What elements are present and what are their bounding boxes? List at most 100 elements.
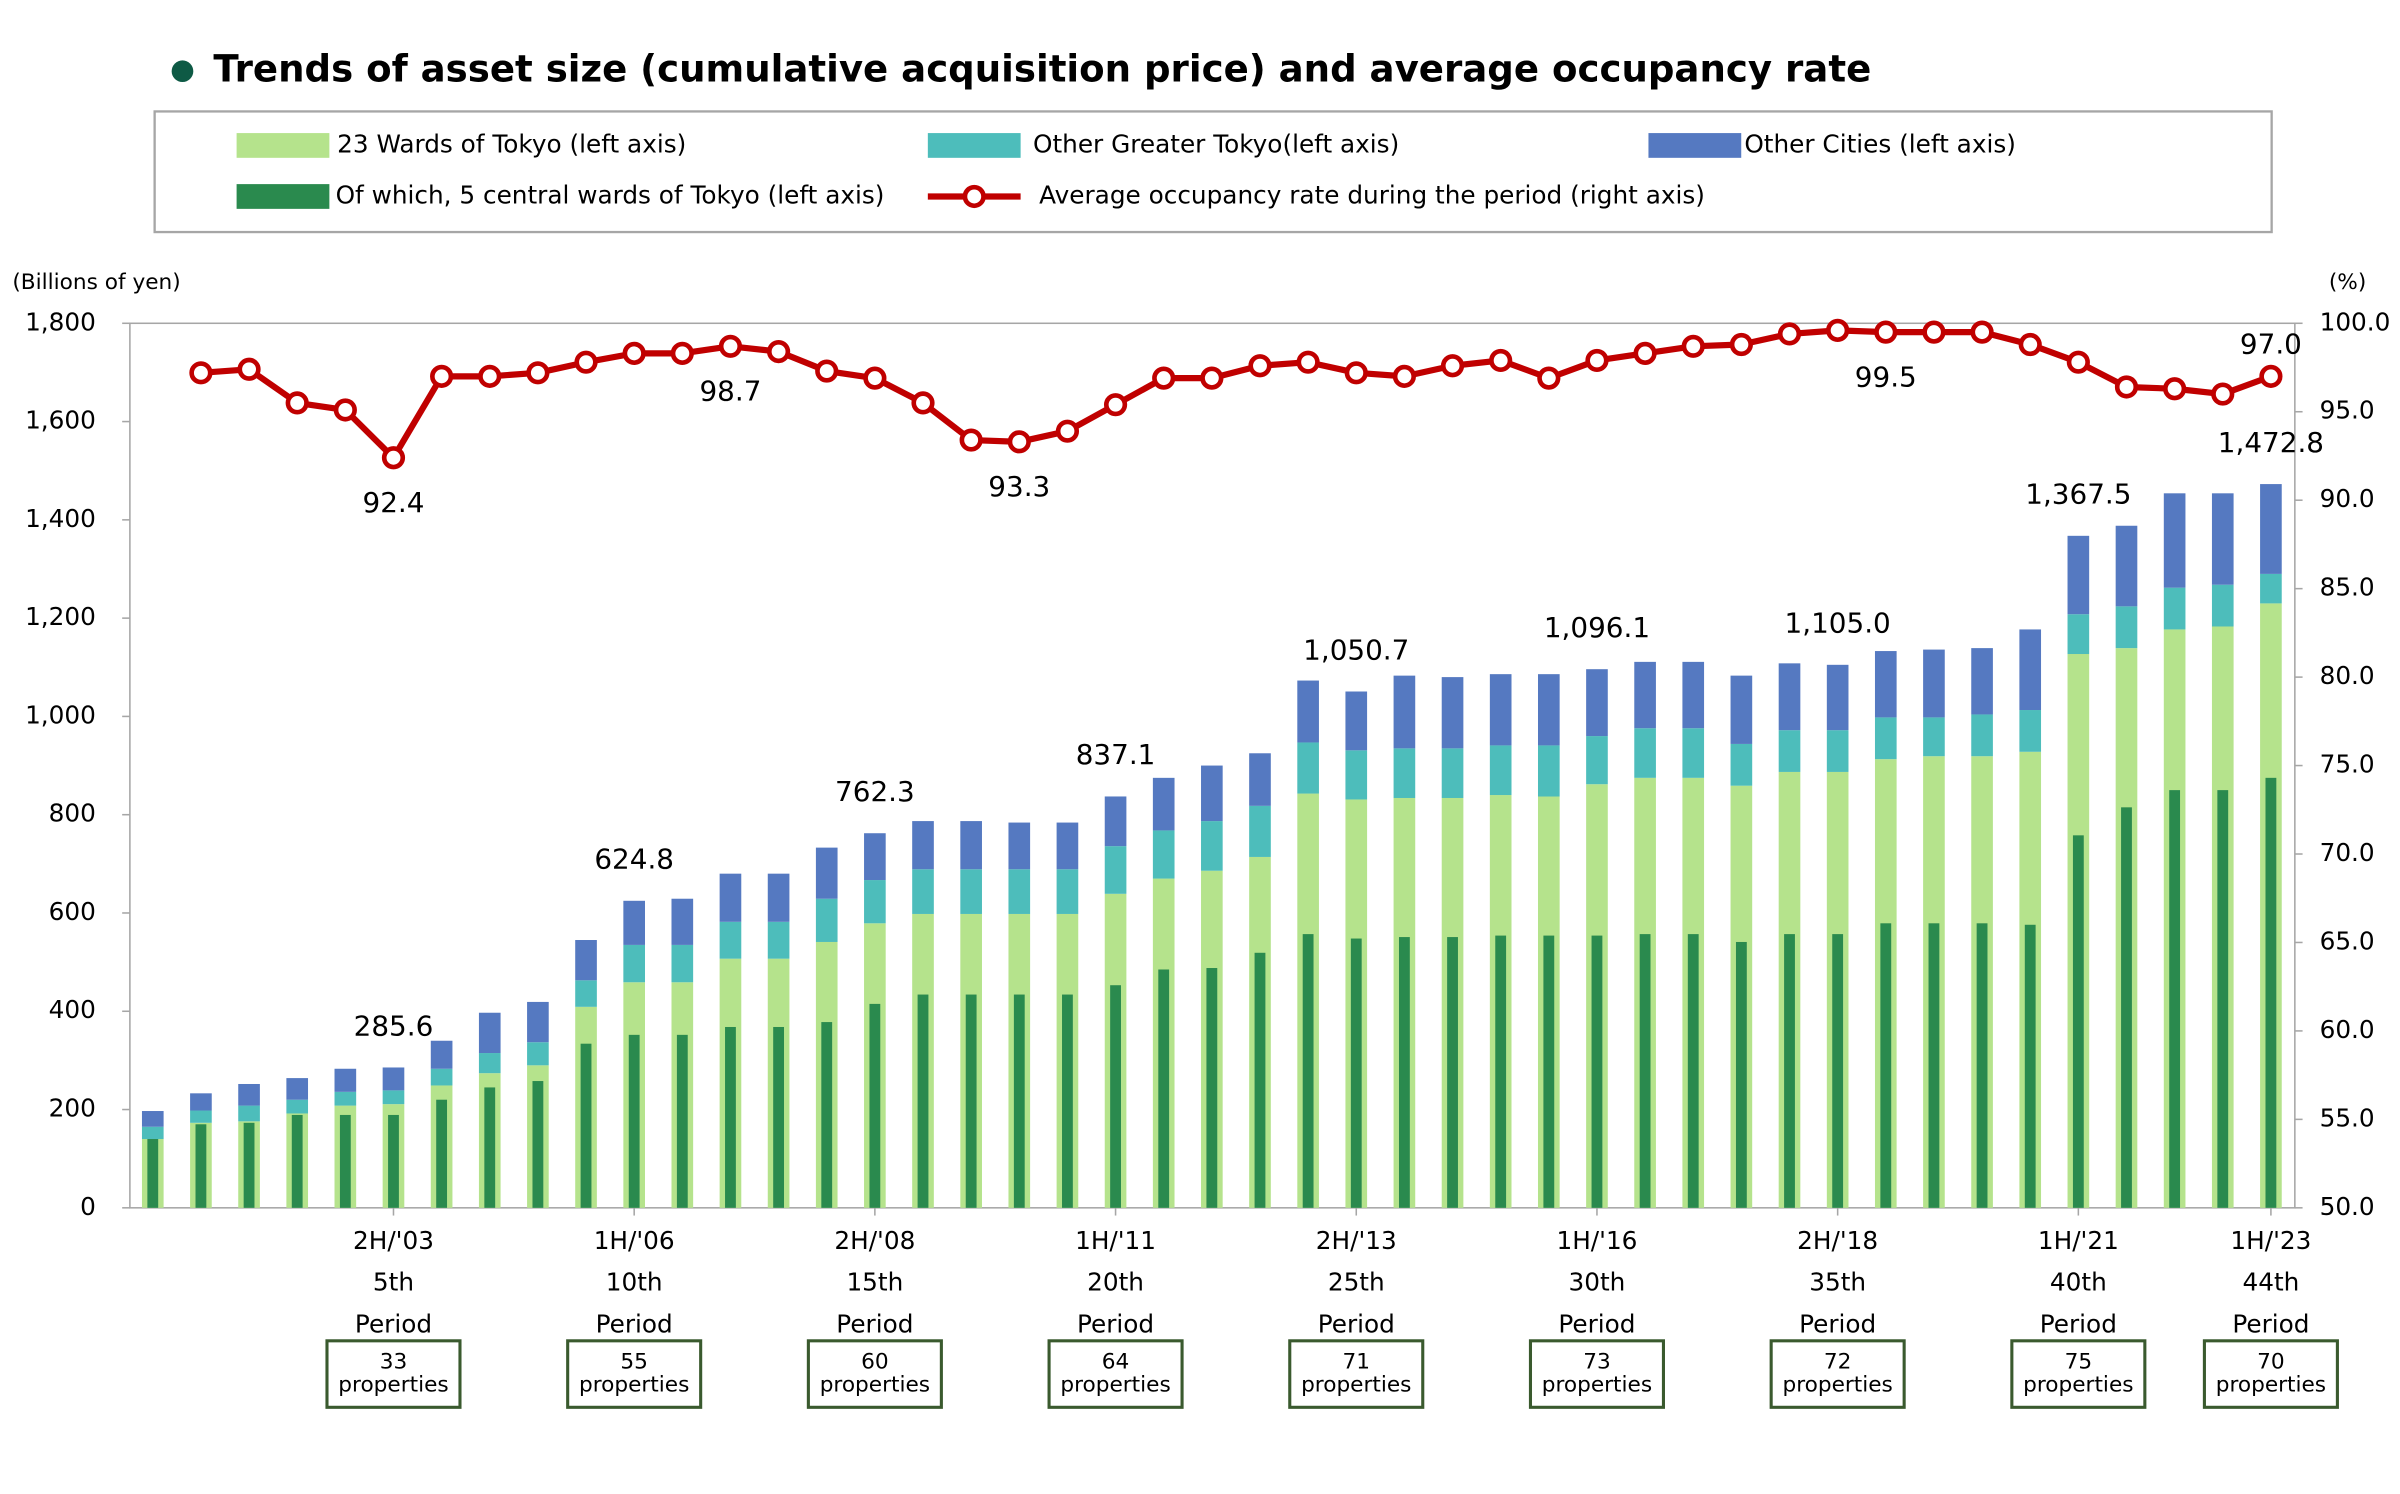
bar-segment — [1874, 717, 1897, 760]
bar-segment — [430, 1040, 453, 1069]
occupancy-marker — [2163, 377, 2187, 401]
bar-segment — [1056, 869, 1079, 914]
bar-segment — [1489, 674, 1512, 746]
bar-segment — [1201, 765, 1223, 822]
occupancy-label: 99.5 — [1855, 361, 1917, 394]
property-box — [1047, 1339, 1184, 1409]
bar-segment — [382, 1067, 405, 1091]
property-box — [806, 1339, 943, 1409]
y-tick-label: 200 — [49, 1094, 96, 1123]
y-tick-label: 1,800 — [25, 307, 96, 336]
property-unit: properties — [2216, 1373, 2326, 1398]
occupancy-marker — [1826, 318, 1850, 342]
bar-segment — [1441, 677, 1464, 749]
property-count: 73 — [1583, 1349, 1611, 1374]
bar-segment — [1634, 661, 1656, 729]
overlay-bar — [773, 1026, 785, 1208]
bar-segment — [1874, 651, 1897, 718]
bar-segment — [815, 847, 838, 899]
bar-segment — [2115, 606, 2138, 649]
period-word: Period — [1558, 1309, 1635, 1338]
occupancy-marker — [333, 398, 357, 422]
property-count: 72 — [1824, 1349, 1852, 1374]
period-number: 10th — [606, 1268, 663, 1297]
overlay-bar — [869, 1003, 881, 1208]
bar-segment — [286, 1099, 309, 1114]
bar-segment — [1586, 669, 1608, 737]
occupancy-marker — [526, 361, 550, 385]
bar-segment — [1537, 674, 1560, 746]
y2-tick-label: 50.0 — [2320, 1192, 2375, 1221]
y-tick-label: 1,000 — [25, 700, 96, 729]
occupancy-marker — [2211, 382, 2235, 406]
bar-segment — [1249, 753, 1271, 806]
bar-segment — [1249, 805, 1271, 857]
bar-segment — [912, 821, 934, 870]
total-label: 1,367.5 — [2025, 478, 2131, 511]
x-tick-label: 1H/'06 — [594, 1226, 675, 1255]
bar-segment — [623, 944, 645, 983]
bar-segment — [864, 833, 886, 881]
property-unit: properties — [1782, 1373, 1892, 1398]
legend-swatch — [1648, 133, 1742, 158]
overlay-bar — [580, 1043, 592, 1208]
legend-swatch — [927, 133, 1021, 158]
bar-segment — [2163, 493, 2186, 588]
occupancy-marker — [766, 339, 791, 364]
bar-segment — [815, 898, 838, 942]
occupancy-marker — [718, 334, 743, 358]
bar-segment — [141, 1126, 164, 1140]
period-word: Period — [1318, 1309, 1395, 1338]
overlay-bar — [676, 1034, 688, 1208]
property-count: 60 — [861, 1349, 889, 1374]
property-box — [325, 1339, 462, 1409]
overlay-bar — [821, 1022, 833, 1208]
occupancy-marker — [1296, 350, 1320, 374]
y2-tick-label: 90.0 — [2320, 484, 2375, 513]
occupancy-marker — [959, 428, 983, 452]
y-tick-label: 0 — [80, 1192, 96, 1221]
period-number: 30th — [1569, 1268, 1626, 1297]
occupancy-label: 92.4 — [362, 486, 424, 519]
occupancy-label: 98.7 — [699, 375, 761, 408]
occupancy-marker — [285, 391, 309, 415]
overlay-bar — [1398, 937, 1410, 1208]
bar-segment — [1393, 675, 1416, 749]
legend-label: Of which, 5 central wards of Tokyo (left… — [336, 180, 885, 209]
bar-segment — [1730, 675, 1753, 744]
overlay-bar — [725, 1026, 736, 1208]
bar-segment — [864, 880, 886, 924]
bar-segment — [767, 921, 790, 959]
legend-label: Average occupancy rate during the period… — [1039, 180, 1705, 209]
overlay-bar — [1110, 985, 1121, 1208]
bar-segment — [141, 1111, 164, 1127]
period-number: 20th — [1087, 1268, 1144, 1297]
period-word: Period — [1077, 1309, 1154, 1338]
bar-segment — [912, 869, 934, 914]
bar-segment — [1008, 869, 1031, 914]
occupancy-marker — [574, 350, 598, 374]
property-box — [1769, 1339, 1906, 1409]
occupancy-marker — [2018, 332, 2042, 357]
y2-axis-label: (%) — [2329, 270, 2366, 295]
overlay-bar — [2265, 777, 2277, 1208]
period-number: 15th — [846, 1268, 903, 1297]
bar-segment — [1826, 664, 1849, 731]
legend-box — [153, 110, 2273, 234]
bar-segment — [2211, 584, 2234, 627]
y-tick-label: 1,200 — [25, 602, 96, 631]
overlay-bar — [243, 1122, 255, 1208]
y2-tick-label: 70.0 — [2320, 838, 2375, 867]
y-tick-label: 400 — [49, 995, 96, 1024]
x-tick-label: 2H/'13 — [1316, 1226, 1397, 1255]
bar-segment — [1489, 745, 1512, 796]
total-label: 837.1 — [1076, 738, 1156, 771]
property-count: 33 — [380, 1349, 408, 1374]
bar-segment — [478, 1012, 501, 1054]
y2-tick-label: 60.0 — [2320, 1015, 2375, 1044]
occupancy-marker — [1777, 322, 1802, 346]
x-tick-label: 1H/'21 — [2038, 1226, 2119, 1255]
occupancy-marker — [1152, 366, 1176, 390]
property-box — [2010, 1339, 2147, 1409]
occupancy-marker — [2114, 375, 2139, 399]
